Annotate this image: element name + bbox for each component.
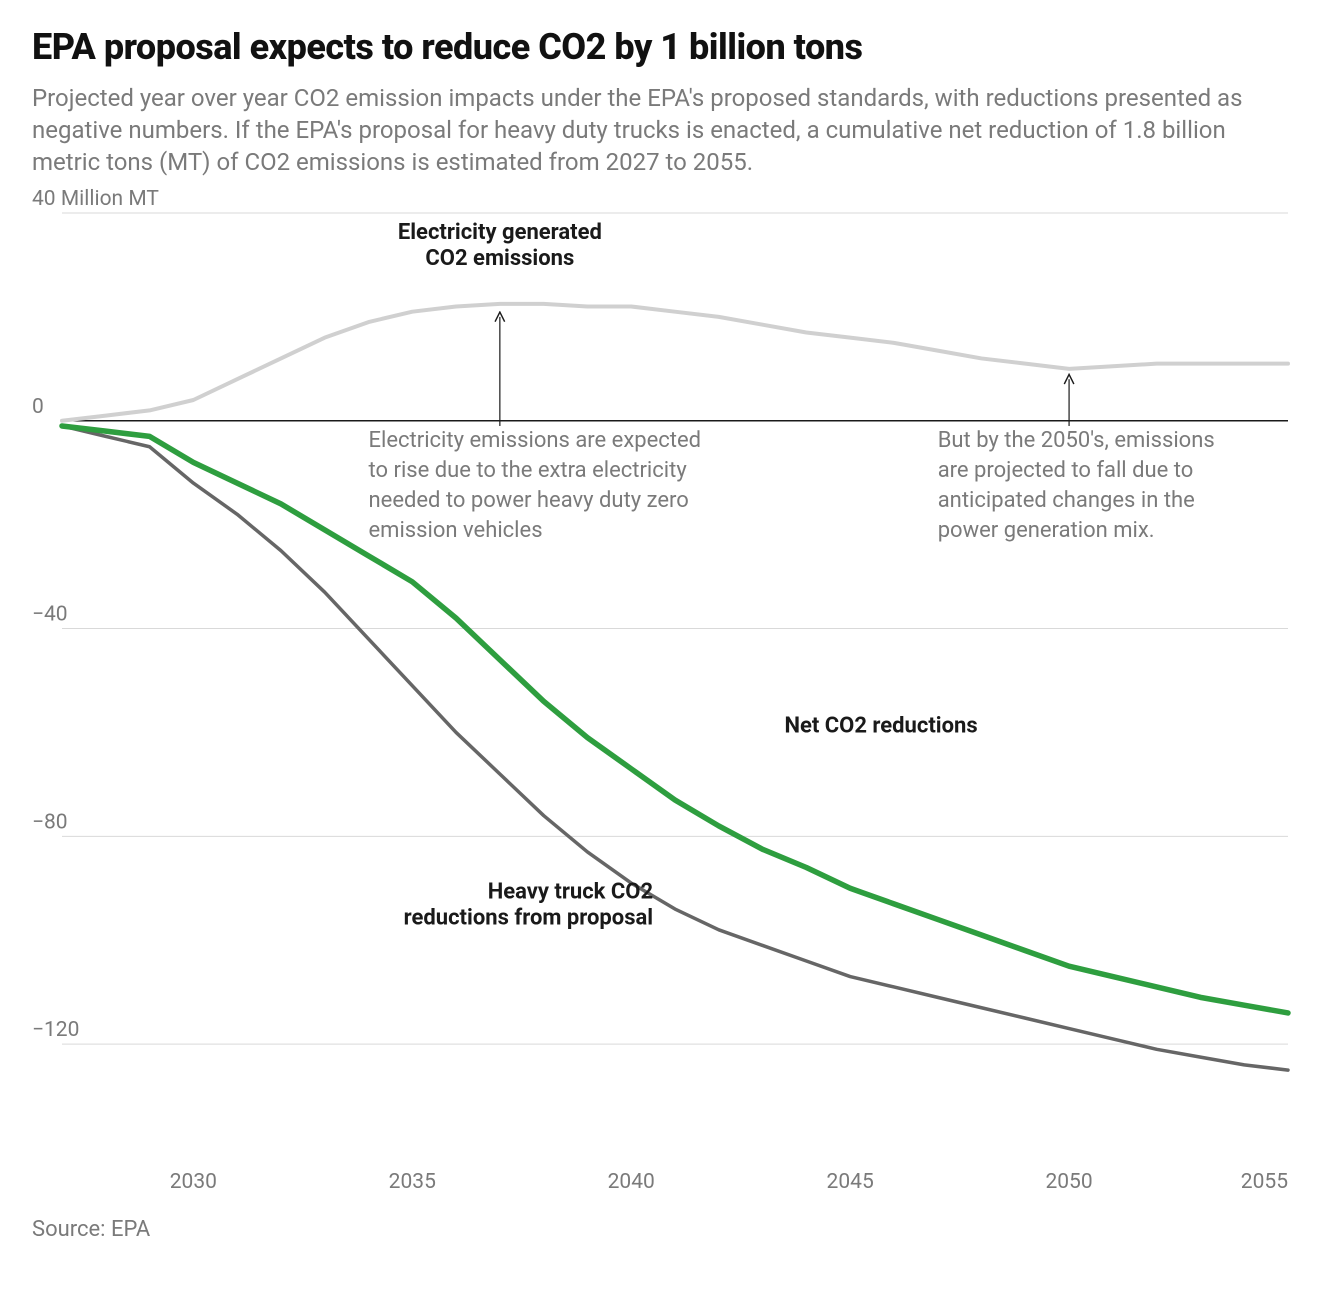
series-label-net: Net CO2 reductions xyxy=(784,713,977,738)
y-tick-label: −120 xyxy=(32,1018,79,1042)
source-text: Source: EPA xyxy=(32,1217,1288,1242)
line-chart: 40 Million MT0−40−80−1202030203520402045… xyxy=(32,203,1288,1203)
x-tick-label: 2035 xyxy=(389,1170,436,1194)
y-tick-label: 40 Million MT xyxy=(32,187,159,211)
series-label-heavy_truck: Heavy truck CO2reductions from proposal xyxy=(404,879,653,930)
y-tick-label: −80 xyxy=(32,810,68,834)
series-net xyxy=(62,426,1288,1013)
annotation-text: But by the 2050's, emissionsare projecte… xyxy=(938,428,1215,543)
chart-container: 40 Million MT0−40−80−1202030203520402045… xyxy=(32,203,1288,1203)
x-tick-label: 2045 xyxy=(827,1170,874,1194)
chart-page: EPA proposal expects to reduce CO2 by 1 … xyxy=(0,0,1320,1300)
y-tick-label: 0 xyxy=(32,395,44,419)
y-tick-label: −40 xyxy=(32,602,68,626)
series-electricity xyxy=(62,304,1288,421)
chart-title: EPA proposal expects to reduce CO2 by 1 … xyxy=(32,28,1288,68)
x-tick-label: 2040 xyxy=(608,1170,655,1194)
x-tick-label: 2055 xyxy=(1241,1170,1288,1194)
x-tick-label: 2050 xyxy=(1045,1170,1092,1194)
series-label-electricity: Electricity generatedCO2 emissions xyxy=(398,220,602,271)
x-tick-label: 2030 xyxy=(170,1170,217,1194)
chart-subtitle: Projected year over year CO2 emission im… xyxy=(32,82,1282,179)
annotation-text: Electricity emissions are expectedto ris… xyxy=(369,428,702,543)
